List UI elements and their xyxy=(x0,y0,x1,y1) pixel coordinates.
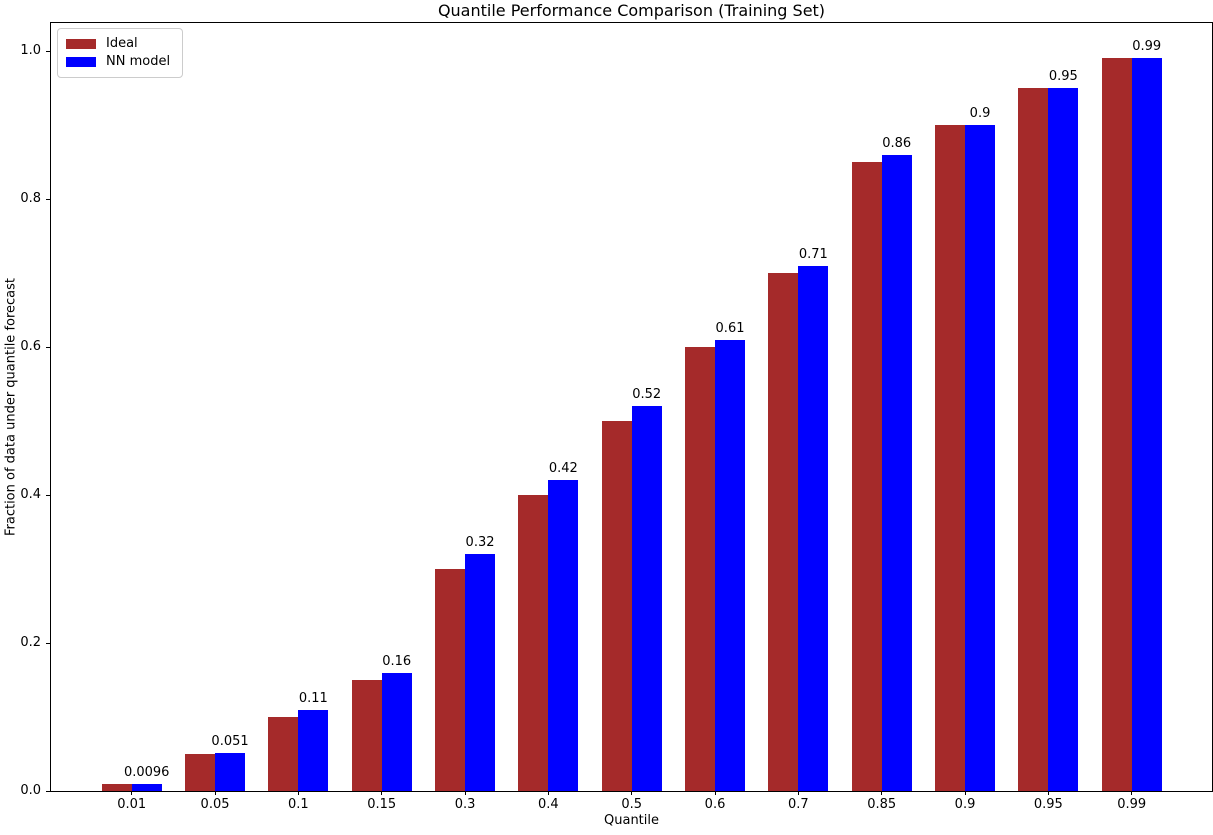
legend-item-ideal: Ideal xyxy=(66,35,170,53)
bar-ideal-0.99 xyxy=(1101,58,1132,791)
legend-label-ideal: Ideal xyxy=(106,36,138,51)
bar-value-label: 0.42 xyxy=(548,461,578,477)
x-tick-label: 0.5 xyxy=(621,797,643,812)
bar-nn-0.3 xyxy=(465,554,496,791)
x-tick-label: 0.85 xyxy=(867,797,897,812)
x-tick xyxy=(131,791,133,795)
legend-item-nn-model: NN model xyxy=(66,53,170,71)
x-tick-label: 0.1 xyxy=(288,797,309,812)
bar-value-label: 0.11 xyxy=(298,690,328,706)
x-tick xyxy=(464,791,466,795)
bar-ideal-0.4 xyxy=(518,495,549,791)
x-tick-label: 0.99 xyxy=(1117,797,1147,812)
x-tick xyxy=(1047,791,1049,795)
chart-title: Quantile Performance Comparison (Trainin… xyxy=(437,1,826,20)
legend-label-nn-model: NN model xyxy=(106,54,171,69)
bar-nn-0.9 xyxy=(965,125,996,791)
x-tick-label: 0.95 xyxy=(1033,797,1063,812)
bar-nn-0.7 xyxy=(798,265,829,791)
x-tick-label: 0.6 xyxy=(704,797,726,812)
bar-value-label: 0.95 xyxy=(1048,69,1078,84)
bar-ideal-0.7 xyxy=(768,273,799,791)
x-tick-label: 0.05 xyxy=(200,797,230,812)
bar-ideal-0.05 xyxy=(185,754,216,791)
bar-ideal-0.9 xyxy=(935,125,966,791)
bar-value-label: 0.16 xyxy=(382,653,412,669)
x-tick-label: 0.01 xyxy=(117,797,147,812)
x-tick-label: 0.3 xyxy=(454,797,476,812)
bar-ideal-0.85 xyxy=(851,162,882,791)
legend-swatch-ideal xyxy=(66,39,96,49)
bar-value-label: 0.0096 xyxy=(123,764,170,780)
bar-nn-0.6 xyxy=(715,339,746,791)
bar-value-label: 0.71 xyxy=(798,246,828,262)
bar-ideal-0.15 xyxy=(351,680,382,791)
y-tick xyxy=(46,198,50,200)
bar-nn-0.99 xyxy=(1131,58,1162,791)
x-tick xyxy=(297,791,299,795)
x-axis-label: Quantile xyxy=(604,813,659,828)
bar-nn-0.1 xyxy=(298,709,329,791)
bar-value-label: 0.9 xyxy=(969,106,991,121)
legend: Ideal NN model xyxy=(57,28,184,78)
bar-nn-0.15 xyxy=(381,672,412,791)
y-tick-label: 0.8 xyxy=(20,191,41,206)
bar-value-label: 0.99 xyxy=(1132,39,1162,55)
bar-ideal-0.95 xyxy=(1018,88,1049,791)
x-tick xyxy=(797,791,799,795)
y-tick xyxy=(46,790,50,792)
x-tick xyxy=(547,791,549,795)
bar-value-label: 0.86 xyxy=(882,135,912,151)
bar-value-label: 0.61 xyxy=(715,320,745,336)
y-tick xyxy=(46,346,50,348)
bar-nn-0.4 xyxy=(548,480,579,791)
bar-value-label: 0.52 xyxy=(632,387,662,403)
bar-nn-0.95 xyxy=(1048,88,1079,791)
bar-nn-0.5 xyxy=(631,406,662,791)
bar-ideal-0.01 xyxy=(101,783,132,791)
x-tick-label: 0.9 xyxy=(954,797,976,812)
y-tick xyxy=(46,494,50,496)
x-tick xyxy=(631,791,633,795)
x-tick-label: 0.7 xyxy=(788,797,809,812)
bar-nn-0.05 xyxy=(215,753,246,791)
bar-value-label: 0.32 xyxy=(465,535,495,551)
x-tick-label: 0.15 xyxy=(367,797,397,812)
x-tick-label: 0.4 xyxy=(538,797,559,812)
y-tick xyxy=(46,642,50,644)
y-tick xyxy=(46,50,50,52)
x-tick xyxy=(714,791,716,795)
bar-nn-0.85 xyxy=(881,154,912,791)
plot-area: Ideal NN model 0.0 0.2 0.4 0.6 0.8 1.0 0.01 0.0… xyxy=(20,22,1213,812)
bar-ideal-0.6 xyxy=(685,347,716,791)
y-tick-label: 1.0 xyxy=(20,43,41,58)
x-tick xyxy=(214,791,216,795)
bar-ideal-0.5 xyxy=(601,421,632,791)
y-axis-label: Fraction of data under quantile forecast xyxy=(3,277,19,537)
y-tick-label: 0.6 xyxy=(20,339,41,354)
bar-ideal-0.1 xyxy=(268,717,299,791)
x-tick xyxy=(964,791,966,795)
bar-value-label: 0.051 xyxy=(211,734,249,750)
y-tick-label: 0.2 xyxy=(20,635,41,650)
x-tick xyxy=(381,791,383,795)
x-tick xyxy=(1131,791,1133,795)
bar-nn-0.01 xyxy=(131,783,162,791)
y-tick-label: 0.0 xyxy=(20,783,41,798)
y-tick-label: 0.4 xyxy=(20,487,41,502)
bar-ideal-0.3 xyxy=(435,569,466,791)
x-tick xyxy=(881,791,883,795)
legend-swatch-nn-model xyxy=(66,57,96,67)
